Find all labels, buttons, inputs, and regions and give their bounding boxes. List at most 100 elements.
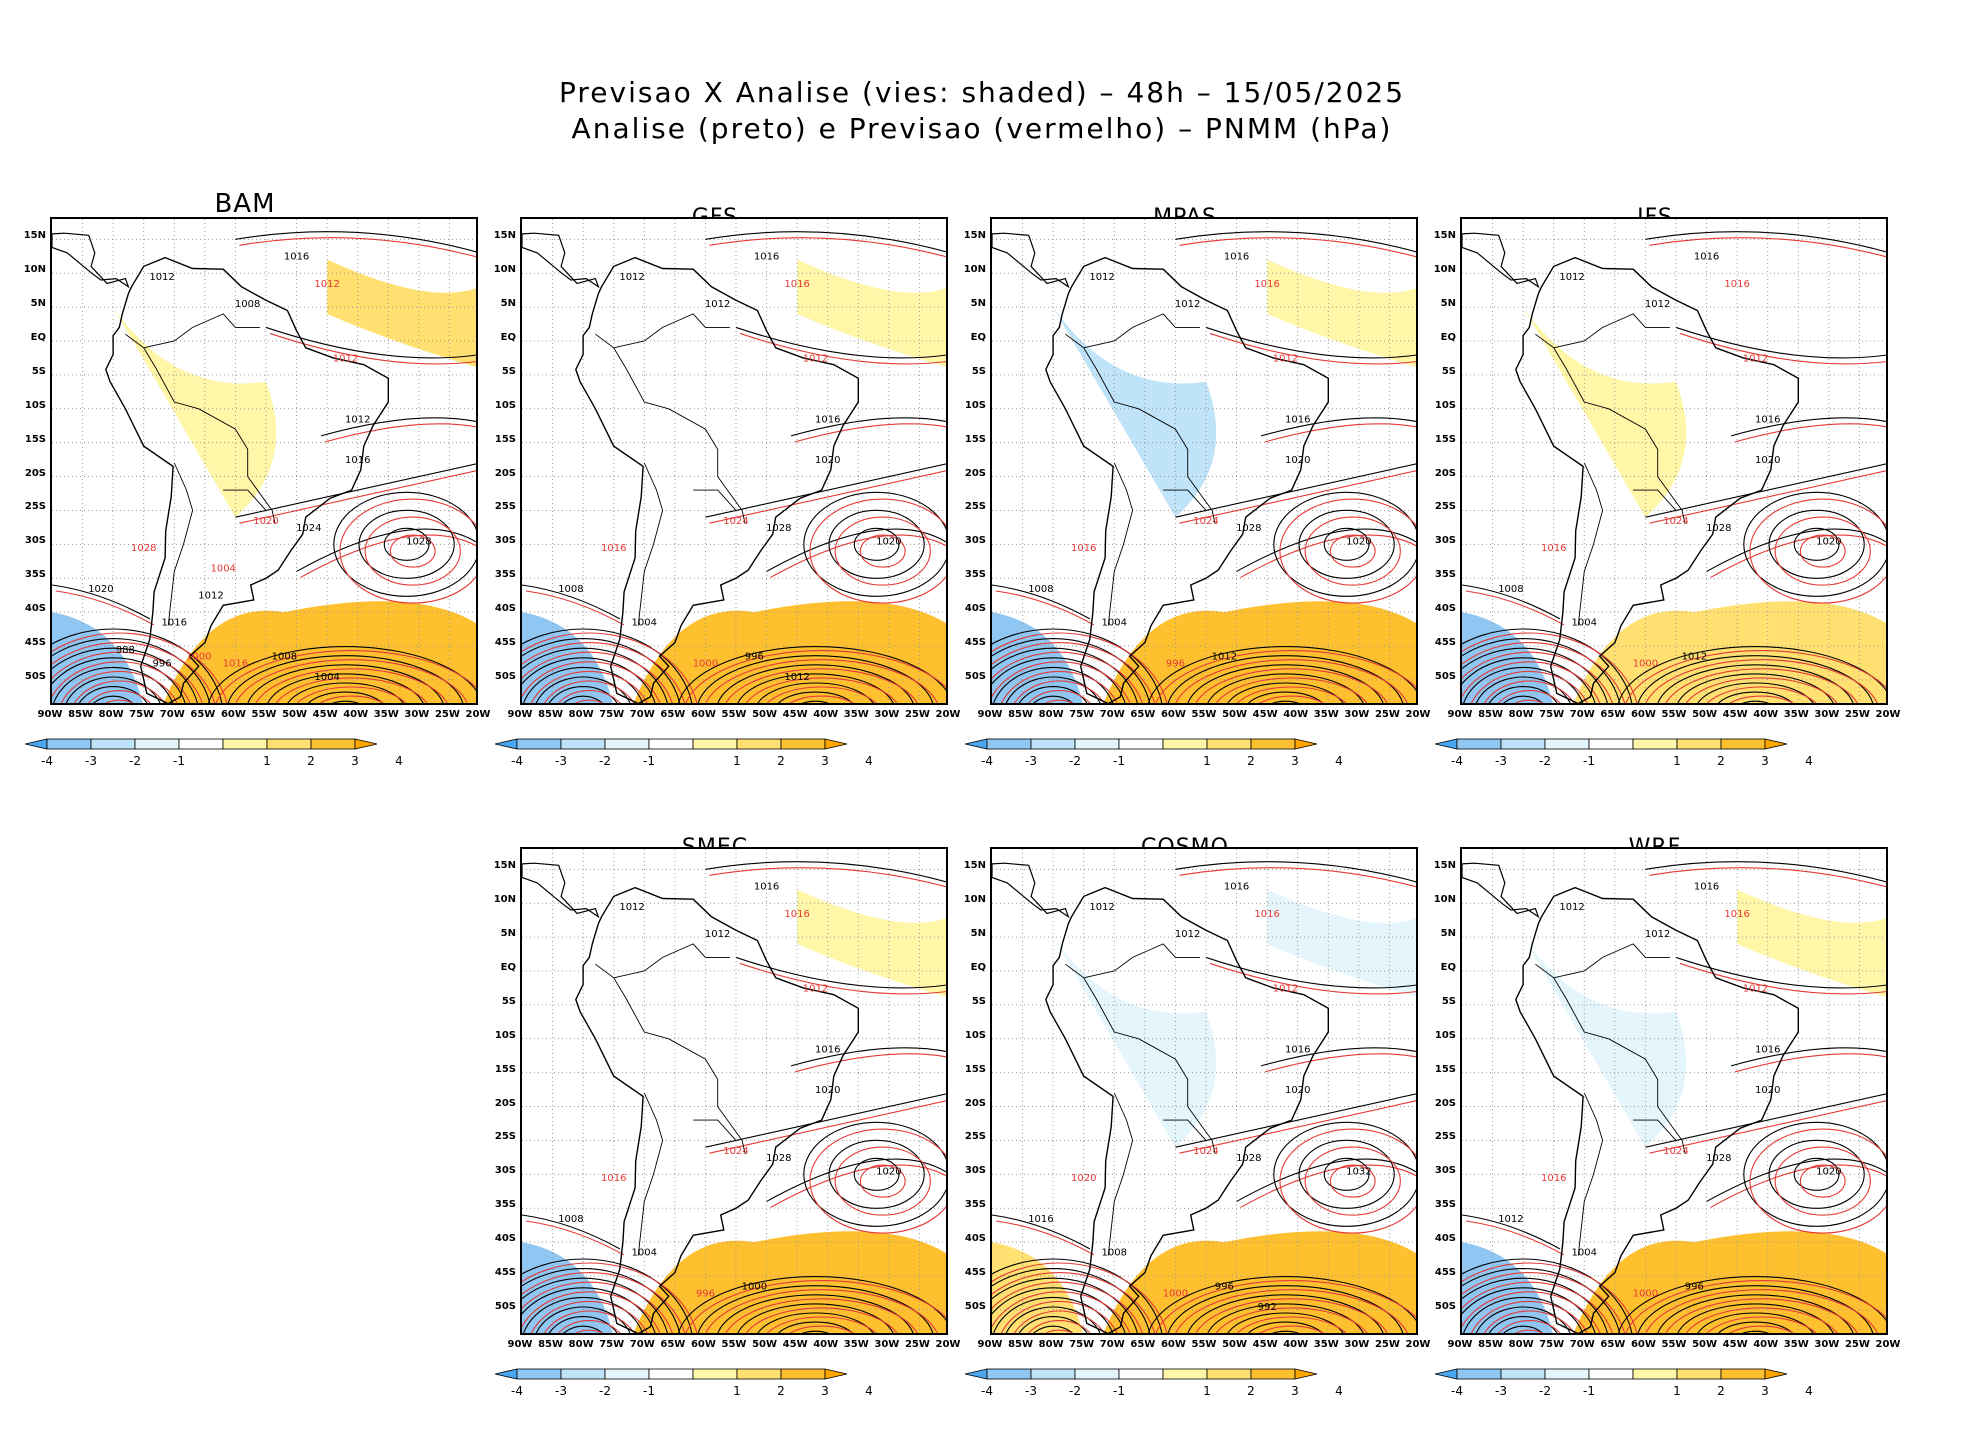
- lat-label: 10N: [493, 894, 516, 906]
- lon-label: 25W: [1374, 709, 1400, 720]
- isobar-label: 1016: [754, 252, 779, 263]
- colorbar-segment: [1632, 738, 1678, 750]
- isobar-label: 1000: [1633, 658, 1658, 669]
- colorbar-segment: [560, 738, 606, 750]
- lon-label: 25W: [434, 709, 460, 720]
- lon-label: 20W: [465, 709, 491, 720]
- colorbar-segment: [780, 738, 826, 750]
- lat-label: 50S: [1434, 670, 1456, 682]
- lat-label: 20S: [1434, 1097, 1456, 1109]
- colorbar-segment: [46, 738, 92, 750]
- isobar-label: 1020: [88, 584, 113, 595]
- colorbar-segment: [1250, 738, 1296, 750]
- isobar-label: 1012: [1743, 353, 1768, 364]
- lat-label: 10S: [494, 1029, 516, 1041]
- colorbar-segment: [1074, 738, 1120, 750]
- lon-label: 65W: [1130, 709, 1156, 720]
- colorbar-label: 4: [1335, 754, 1343, 768]
- colorbar-label: 3: [1761, 754, 1769, 768]
- lon-label: 75W: [1539, 709, 1565, 720]
- isobars: [1462, 861, 1886, 1333]
- colorbar-label: -2: [1539, 1384, 1551, 1398]
- lon-label: 45W: [1252, 709, 1278, 720]
- colorbar-segment: [310, 738, 356, 750]
- lon-label: 80W: [1508, 709, 1534, 720]
- lon-label: 80W: [98, 709, 124, 720]
- lat-label: 15S: [494, 1063, 516, 1075]
- colorbar-label: -1: [173, 754, 185, 768]
- lat-label: 35S: [1434, 1199, 1456, 1211]
- lon-label: 20W: [1875, 1339, 1901, 1350]
- colorbar-label: 4: [1335, 1384, 1343, 1398]
- colorbar-label: -1: [1113, 1384, 1125, 1398]
- lat-label: 25S: [494, 1131, 516, 1143]
- colorbar-arrow-right: [354, 738, 378, 750]
- colorbar-label: 4: [395, 754, 403, 768]
- isobar-label: 1004: [1572, 618, 1597, 629]
- lon-label: 65W: [1130, 1339, 1156, 1350]
- isobar-label: 1020: [815, 1085, 840, 1096]
- lon-label: 60W: [1630, 709, 1656, 720]
- lon-label: 20W: [1405, 1339, 1431, 1350]
- isobar-label: 1016: [601, 1173, 626, 1184]
- lon-label: 85W: [1008, 709, 1034, 720]
- colorbar-segment: [1720, 1368, 1766, 1380]
- isobar-label: 1008: [558, 584, 583, 595]
- isobar-label: 996: [1215, 1282, 1234, 1293]
- lat-label: 5S: [31, 365, 46, 377]
- isobar-label: 1020: [815, 455, 840, 466]
- lat-label: 5S: [1441, 995, 1456, 1007]
- lon-label: 75W: [1069, 709, 1095, 720]
- colorbar-label: -2: [599, 1384, 611, 1398]
- lon-label: 55W: [1661, 709, 1687, 720]
- isobar-label: 1016: [815, 1044, 840, 1055]
- isobar-label: 1012: [198, 591, 223, 602]
- lon-label: 80W: [568, 1339, 594, 1350]
- lon-label: 75W: [599, 709, 625, 720]
- colorbar-label: 1: [1203, 754, 1211, 768]
- lat-label: 10N: [23, 264, 46, 276]
- lon-label: 45W: [1722, 1339, 1748, 1350]
- bias-interior: [1523, 307, 1687, 518]
- lon-label: 70W: [1099, 709, 1125, 720]
- colorbar-label: 1: [1203, 1384, 1211, 1398]
- coastline-south-america: [575, 886, 859, 1333]
- colorbar-segment: [266, 738, 312, 750]
- colorbar-label: 4: [1805, 754, 1813, 768]
- colorbar-segment: [1676, 1368, 1722, 1380]
- coastline-central-america: [522, 862, 600, 919]
- isobar-label: 1016: [815, 414, 840, 425]
- isobar-label: 1004: [210, 563, 235, 574]
- lat-label: 10S: [964, 1029, 986, 1041]
- bias-atlantic: [327, 259, 476, 367]
- country-borders: [1065, 943, 1216, 1256]
- isobar-label: 996: [745, 652, 764, 663]
- panel-bam: BAM 15N 10N 5N EQ 5S 10S 15S 20S 25S 30S 35S 40S 45S 5…: [10, 185, 491, 785]
- panel-mpas: MPAS15N10N5NEQ5S10S15S20S25S30S35S40S45S…: [950, 185, 1431, 785]
- lon-label: 50W: [282, 709, 308, 720]
- lon-label: 65W: [1600, 1339, 1626, 1350]
- lon-label: 90W: [977, 709, 1003, 720]
- lat-label: 30S: [24, 535, 46, 547]
- isobar-label: 1016: [1541, 543, 1566, 554]
- lon-label: 80W: [1508, 1339, 1534, 1350]
- isobar-label: 1000: [186, 652, 211, 663]
- colorbar-segment: [1676, 738, 1722, 750]
- colorbar-arrow-left: [495, 738, 518, 750]
- map-svg: 1016 1016 1012 1012 1012 1016 1020 1024 1028 1020…: [1462, 219, 1886, 703]
- isobar-label: 1012: [1743, 983, 1768, 994]
- lon-label: 55W: [1191, 1339, 1217, 1350]
- colorbar-segment: [1500, 1368, 1546, 1380]
- bias-atlantic: [797, 259, 946, 367]
- isobar-label: 1016: [1694, 882, 1719, 893]
- lat-label: 15S: [1434, 433, 1456, 445]
- isobar-label: 1012: [1089, 902, 1114, 913]
- map-svg: 1016 1016 1012 1012 1012 1016 1020 1024 1028 1020…: [992, 219, 1416, 703]
- lon-label: 80W: [1038, 1339, 1064, 1350]
- isobar-label: 996: [1685, 1282, 1704, 1293]
- isobars: [1462, 231, 1886, 703]
- colorbar-label: 2: [307, 754, 315, 768]
- lon-label: 20W: [1875, 709, 1901, 720]
- colorbar-label: 3: [821, 754, 829, 768]
- coastline-south-america: [1045, 256, 1329, 703]
